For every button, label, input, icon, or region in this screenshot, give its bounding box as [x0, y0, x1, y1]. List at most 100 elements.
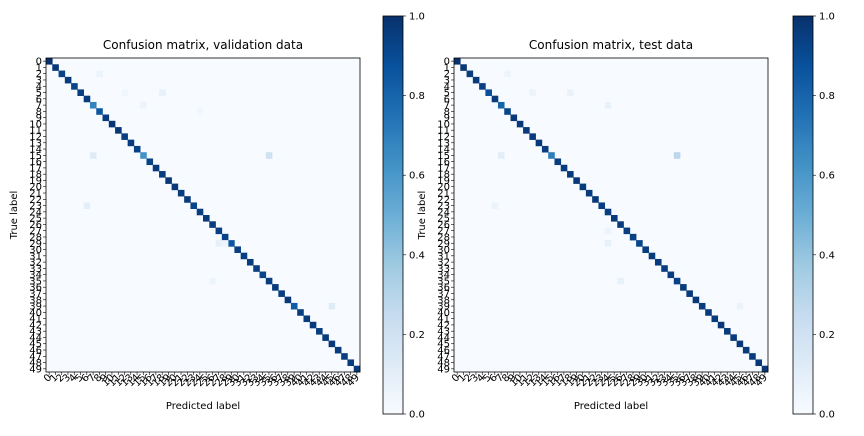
- matrix-cell: [209, 221, 216, 228]
- matrix-cell: [77, 89, 84, 96]
- y-tick-label: 14: [29, 145, 42, 156]
- matrix-cell: [604, 227, 612, 235]
- matrix-cell: [724, 328, 731, 335]
- y-tick-label: 46: [29, 346, 42, 357]
- matrix-cell: [491, 95, 499, 103]
- y-tick-label: 0: [444, 57, 450, 68]
- matrix-cell: [698, 302, 706, 310]
- matrix-cell: [692, 296, 700, 304]
- y-tick-label: 14: [437, 145, 450, 156]
- matrix-cell: [140, 152, 147, 159]
- y-tick-label: 35: [437, 276, 450, 287]
- y-tick-label: 48: [29, 358, 42, 369]
- y-tick-label: 36: [29, 283, 42, 294]
- matrix-cell: [529, 89, 536, 96]
- colorbar-tick-label: 0.8: [409, 91, 425, 102]
- matrix-cell: [52, 64, 59, 71]
- matrix-cell: [648, 252, 656, 260]
- matrix-cell: [196, 108, 204, 115]
- matrix-cell: [711, 315, 719, 323]
- y-tick-label: 33: [437, 264, 450, 275]
- matrix-cell: [353, 365, 361, 373]
- y-tick-label: 10: [437, 119, 450, 130]
- matrix-cell: [673, 277, 681, 285]
- x-axis-label: Predicted label: [166, 401, 240, 412]
- matrix-cell: [623, 227, 631, 235]
- matrix-cell: [585, 189, 593, 197]
- y-tick-label: 9: [444, 113, 450, 124]
- matrix-cell: [215, 227, 223, 235]
- matrix-cell: [617, 277, 624, 285]
- plot-frame: [453, 57, 769, 373]
- y-tick-label: 4: [36, 82, 42, 93]
- matrix-cell: [322, 334, 329, 341]
- y-tick-label: 40: [437, 308, 450, 319]
- y-tick-label: 38: [437, 295, 450, 306]
- y-tick-label: 26: [437, 220, 450, 231]
- matrix-cell: [497, 101, 505, 109]
- matrix-cell: [736, 302, 744, 310]
- matrix-cell: [347, 359, 355, 367]
- y-tick-label: 1: [444, 63, 450, 74]
- y-tick-label: 12: [437, 132, 450, 143]
- matrix-cell: [284, 296, 292, 304]
- y-tick-label: 7: [444, 101, 450, 112]
- y-tick-label: 30: [437, 245, 450, 256]
- matrix-cell: [535, 139, 543, 147]
- confusion-matrix-panel: Confusion matrix, test data0011223344556…: [417, 12, 835, 421]
- matrix-cell: [705, 309, 712, 316]
- y-tick-label: 20: [29, 182, 42, 193]
- y-tick-label: 16: [29, 157, 42, 168]
- y-tick-label: 29: [437, 239, 450, 250]
- y-tick-label: 23: [29, 201, 42, 212]
- y-tick-label: 35: [29, 276, 42, 287]
- y-tick-label: 17: [437, 163, 450, 174]
- matrix-cell: [334, 346, 342, 354]
- matrix-cell: [673, 152, 681, 159]
- y-tick-label: 9: [36, 113, 42, 124]
- matrix-cell: [272, 284, 279, 291]
- y-tick-label: 33: [29, 264, 42, 275]
- y-tick-label: 32: [29, 258, 42, 269]
- y-tick-label: 41: [437, 314, 450, 325]
- matrix-cell: [516, 120, 524, 128]
- matrix-cell: [749, 353, 756, 360]
- matrix-cell: [755, 359, 763, 367]
- y-tick-label: 49: [29, 364, 42, 375]
- y-tick-label: 6: [444, 94, 450, 105]
- matrix-cell: [485, 89, 492, 96]
- y-tick-label: 27: [437, 226, 450, 237]
- y-tick-label: 21: [29, 189, 42, 200]
- y-tick-label: 11: [437, 126, 450, 137]
- matrix-cell: [454, 58, 461, 65]
- y-tick-label: 43: [29, 327, 42, 338]
- y-tick-label: 22: [437, 195, 450, 206]
- y-tick-label: 1: [36, 63, 42, 74]
- y-tick-label: 34: [29, 270, 42, 281]
- matrix-cell: [736, 340, 744, 348]
- y-tick-label: 15: [29, 151, 42, 162]
- y-tick-label: 45: [437, 339, 450, 350]
- matrix-cell: [523, 127, 530, 134]
- y-tick-label: 15: [437, 151, 450, 162]
- matrix-cell: [177, 189, 185, 197]
- matrix-cell: [604, 101, 612, 109]
- y-tick-label: 42: [437, 320, 450, 331]
- y-axis-label: True label: [9, 191, 20, 241]
- colorbar-tick-label: 0.2: [819, 330, 835, 341]
- matrix-cell: [611, 215, 618, 222]
- matrix-cell: [58, 70, 66, 78]
- matrix-cell: [341, 353, 348, 360]
- y-tick-label: 40: [29, 308, 42, 319]
- matrix-cell: [290, 302, 298, 310]
- matrix-cell: [46, 58, 53, 65]
- y-tick-label: 10: [29, 119, 42, 130]
- matrix-cell: [328, 302, 336, 310]
- y-tick-label: 11: [29, 126, 42, 137]
- y-tick-label: 27: [29, 226, 42, 237]
- matrix-cell: [617, 221, 624, 228]
- matrix-cell: [146, 158, 154, 166]
- y-tick-label: 24: [29, 207, 42, 218]
- matrix-cell: [717, 321, 725, 329]
- y-tick-label: 31: [437, 251, 450, 262]
